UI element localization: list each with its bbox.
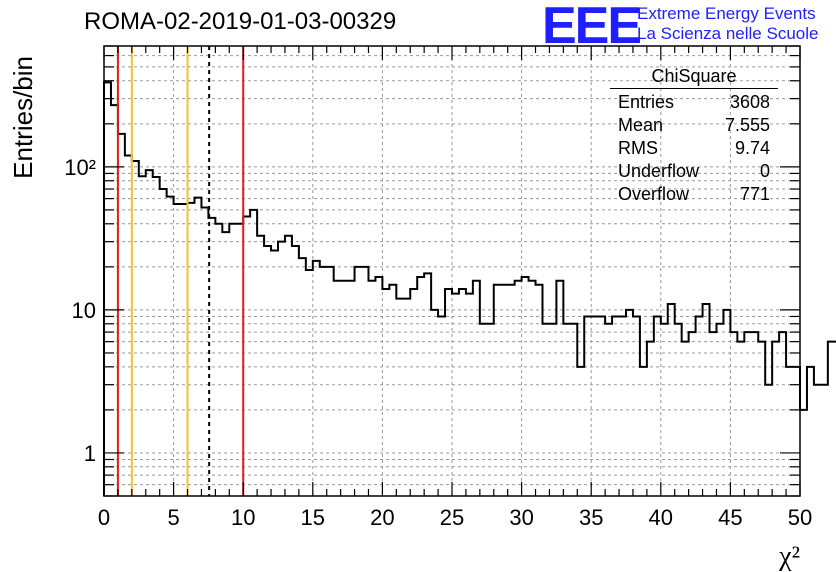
stats-label: RMS xyxy=(618,138,658,158)
x-tick-label: 5 xyxy=(167,505,179,530)
stats-row-entries: Entries 3608 xyxy=(610,91,778,114)
stats-value: 3608 xyxy=(729,92,770,112)
x-tick-label: 50 xyxy=(788,505,812,530)
stats-row-underflow: Underflow 0 xyxy=(610,160,778,183)
y-tick-label: 10² xyxy=(64,155,96,180)
eee-logo: EEE xyxy=(542,0,642,55)
histogram-series xyxy=(103,81,836,496)
x-tick-label: 45 xyxy=(718,505,742,530)
stats-row-rms: RMS 9.74 xyxy=(610,137,778,160)
stats-value: 0 xyxy=(759,161,770,181)
stats-value: 7.555 xyxy=(724,115,770,135)
y-tick-label: 10 xyxy=(72,298,96,323)
x-tick-label: 40 xyxy=(649,505,673,530)
stats-row-mean: Mean 7.555 xyxy=(610,114,778,137)
x-tick-label: 35 xyxy=(579,505,603,530)
y-axis-label: Entries/bin xyxy=(8,56,38,179)
stats-label: Mean xyxy=(618,115,664,135)
stats-value: 9.74 xyxy=(734,138,770,158)
stats-label: Overflow xyxy=(618,184,690,204)
stats-title: ChiSquare xyxy=(610,66,778,89)
chart-title: ROMA-02-2019-01-03-00329 xyxy=(84,8,397,35)
x-tick-label: 15 xyxy=(301,505,325,530)
stats-label: Entries xyxy=(618,92,675,112)
x-tick-label: 0 xyxy=(98,505,110,530)
x-tick-label: 10 xyxy=(231,505,255,530)
x-axis-label: χ² xyxy=(778,541,800,572)
stats-value: 771 xyxy=(739,184,770,204)
y-tick-label: 1 xyxy=(84,441,96,466)
x-tick-label: 20 xyxy=(370,505,394,530)
stats-row-overflow: Overflow 771 xyxy=(610,183,778,206)
logo-line-1: Extreme Energy Events xyxy=(637,4,816,23)
stats-box: ChiSquare Entries 3608 Mean 7.555 RMS 9.… xyxy=(610,66,778,206)
x-tick-label: 30 xyxy=(509,505,533,530)
logo-line-2: La Scienza nelle Scuole xyxy=(637,24,819,43)
stats-label: Underflow xyxy=(618,161,700,181)
x-tick-label: 25 xyxy=(440,505,464,530)
